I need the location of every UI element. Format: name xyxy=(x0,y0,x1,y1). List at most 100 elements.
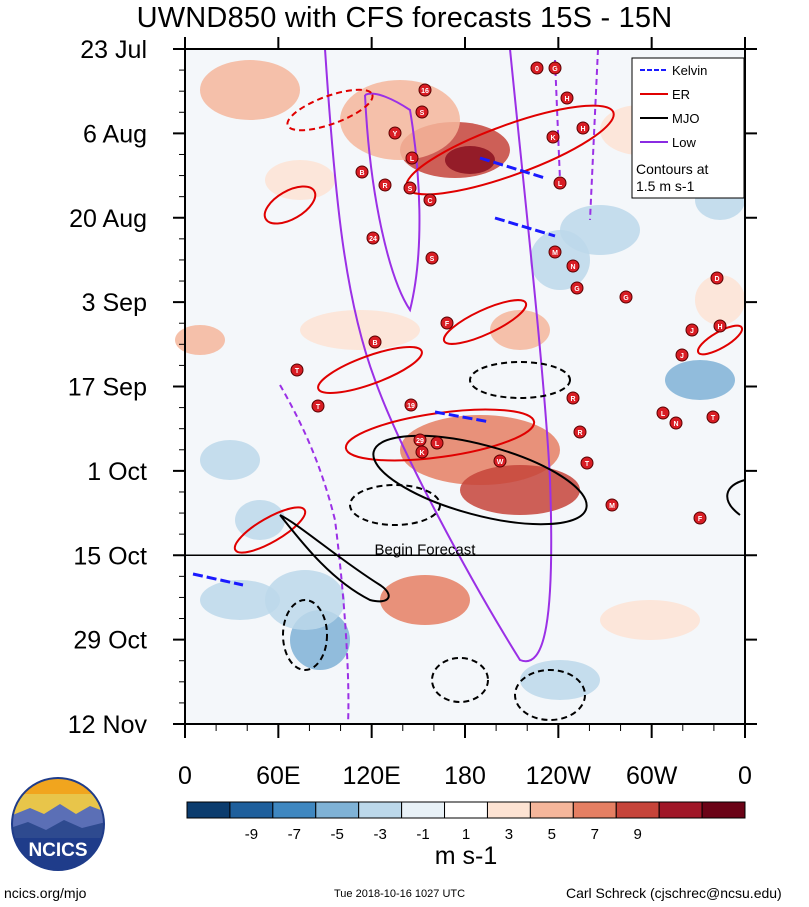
y-tick-label: 29 Oct xyxy=(73,627,147,655)
er-contour xyxy=(442,299,528,345)
storm-marker: H xyxy=(560,91,574,105)
er-contour-forecast xyxy=(286,88,374,132)
storm-marker: S xyxy=(415,105,429,119)
storm-marker: S xyxy=(425,251,439,265)
storm-marker-dot xyxy=(368,335,382,349)
storm-marker: R xyxy=(573,425,587,439)
y-tick-label: 23 Jul xyxy=(80,36,147,64)
storm-marker-label: C xyxy=(427,198,432,205)
x-axis: 0 60E 120E 180 120W 60W 0 xyxy=(178,37,752,790)
storm-marker: G xyxy=(619,290,633,304)
y-tick-label: 17 Sep xyxy=(68,374,147,402)
storm-marker-dot xyxy=(553,176,567,190)
mjo-contour-forecast xyxy=(282,599,328,671)
storm-marker-dot xyxy=(403,181,417,195)
anomaly-blob xyxy=(340,80,460,160)
storm-marker-dot xyxy=(685,323,699,337)
storm-marker: 29 xyxy=(413,433,427,447)
storm-marker: C xyxy=(423,193,437,207)
legend-label: Low xyxy=(672,135,696,150)
legend-label: MJO xyxy=(672,111,699,126)
colorbar-tick-label: 7 xyxy=(591,826,599,843)
anomaly-blob xyxy=(520,660,600,700)
colorbar-tick-label: 5 xyxy=(548,826,556,843)
storm-marker: L xyxy=(430,436,444,450)
anomaly-blob xyxy=(445,146,495,174)
storm-marker-dot xyxy=(573,425,587,439)
storm-marker-label: G xyxy=(552,66,558,73)
storm-marker: H xyxy=(713,319,727,333)
low-contour xyxy=(324,48,553,663)
storm-marker-label: 0 xyxy=(535,66,539,73)
x-tick-label: 0 xyxy=(178,762,192,790)
anomaly-blob xyxy=(600,600,700,640)
storm-marker: M xyxy=(548,245,562,259)
storm-marker-dot xyxy=(566,391,580,405)
low-contour-forecast xyxy=(589,48,599,221)
colorbar-tick-label: -9 xyxy=(245,826,258,843)
legend-note: Contours at xyxy=(636,161,708,177)
anomaly-blob xyxy=(530,230,590,290)
storm-marker: W xyxy=(493,454,507,468)
anomaly-blob xyxy=(200,60,300,120)
low-contour xyxy=(364,92,421,313)
storm-marker: N xyxy=(566,259,580,273)
legend-label: ER xyxy=(672,87,690,102)
storm-marker-dot xyxy=(706,410,720,424)
storm-marker: 0 xyxy=(530,61,544,75)
footer-website: ncics.org/mjo xyxy=(4,885,87,901)
anomaly-blob xyxy=(235,500,285,540)
storm-marker: L xyxy=(405,151,419,165)
anomaly-blob xyxy=(665,360,735,400)
storm-marker: G xyxy=(570,281,584,295)
storm-marker-dot xyxy=(355,165,369,179)
colorbar-box xyxy=(358,801,403,819)
storm-marker: K xyxy=(415,445,429,459)
colorbar-box xyxy=(701,801,746,819)
colorbar-box xyxy=(615,801,660,819)
colorbar-tick-label: 3 xyxy=(505,826,513,843)
y-tick-label: 6 Aug xyxy=(83,120,147,148)
storm-marker-label: R xyxy=(382,183,387,190)
mjo-contour xyxy=(279,514,390,603)
storm-marker-label: M xyxy=(609,503,615,510)
x-tick-label: 180 xyxy=(444,762,486,790)
anomaly-blob xyxy=(460,465,580,515)
storm-marker-dot xyxy=(405,151,419,165)
storm-marker: G xyxy=(548,61,562,75)
storm-marker-label: 16 xyxy=(421,88,429,95)
anomaly-blob xyxy=(490,310,550,350)
colorbar-tick-label: 9 xyxy=(634,826,642,843)
low-contour-forecast xyxy=(554,59,561,181)
storm-marker: 16 xyxy=(418,83,432,97)
mjo-contour xyxy=(726,479,746,516)
kelvin-contour xyxy=(479,156,546,180)
storm-marker-dot xyxy=(415,445,429,459)
storm-marker-dot xyxy=(548,61,562,75)
storm-marker: T xyxy=(290,363,304,377)
storm-marker-label: F xyxy=(445,321,450,328)
storm-marker-label: H xyxy=(564,96,569,103)
storm-marker: N xyxy=(669,416,683,430)
storm-marker-dot xyxy=(619,290,633,304)
storm-marker-label: T xyxy=(585,461,590,468)
storm-marker-label: G xyxy=(574,286,580,293)
storm-marker-dot xyxy=(388,126,402,140)
storm-marker-label: R xyxy=(577,430,582,437)
storm-marker: 24 xyxy=(366,231,380,245)
er-contour xyxy=(317,346,423,394)
storm-marker-label: N xyxy=(673,421,678,428)
storm-marker-dot xyxy=(675,348,689,362)
colorbar-tick-label: -7 xyxy=(288,826,301,843)
colorbar-box xyxy=(529,801,574,819)
colorbar-tick-label: -3 xyxy=(373,826,386,843)
colorbar-tick-label: 1 xyxy=(462,826,470,843)
colorbar: -9 -7 -5 -3 -1 1 3 5 7 9 m s-1 xyxy=(186,801,746,870)
storm-marker: B xyxy=(355,165,369,179)
storm-marker-label: L xyxy=(661,411,666,418)
colorbar-box xyxy=(186,801,231,819)
legend: Kelvin ER MJO Low Contours at1.5 m s-1 xyxy=(631,57,745,199)
footer-author: Carl Schreck (cjschrec@ncsu.edu) xyxy=(566,885,782,901)
storm-marker: K xyxy=(546,130,560,144)
storm-marker-label: B xyxy=(372,340,377,347)
